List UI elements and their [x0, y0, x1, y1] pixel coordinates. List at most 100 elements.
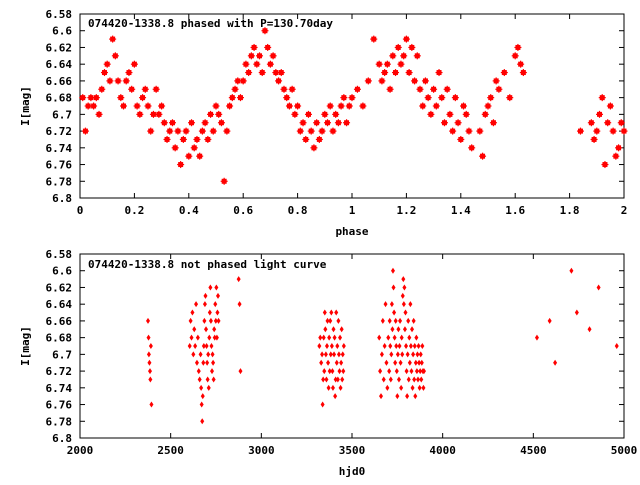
data-point — [404, 343, 409, 349]
data-point — [313, 119, 321, 127]
data-point — [401, 276, 406, 283]
data-point — [341, 368, 346, 375]
phased-plot-y-tick-label: 6.8 — [52, 192, 72, 205]
unphased-plot-ylabel: I[mag] — [19, 326, 32, 366]
data-point — [328, 317, 333, 324]
data-point — [211, 376, 216, 383]
data-point — [391, 284, 396, 291]
data-point — [359, 102, 367, 110]
phased-plot-y-tick-label: 6.7 — [52, 108, 72, 121]
data-point — [109, 35, 117, 43]
data-point — [310, 144, 318, 152]
data-point — [190, 309, 195, 316]
data-point — [438, 94, 446, 102]
data-point — [383, 60, 391, 68]
data-point — [283, 94, 291, 102]
data-point — [302, 135, 310, 143]
unphased-plot-x-tick-label: 5000 — [611, 444, 638, 457]
data-point — [220, 177, 228, 185]
unphased-plot-y-ticks: 6.58 6.6 6.62 6.64 6.66 6.68 6.7 6.72 6.74 6.76 6.… — [46, 248, 624, 445]
data-point — [215, 292, 220, 299]
data-point — [231, 85, 239, 93]
data-point — [393, 359, 398, 366]
data-point — [152, 85, 160, 93]
data-point — [339, 326, 344, 333]
unphased-plot-x-tick-label: 3500 — [339, 444, 366, 457]
data-point — [414, 334, 419, 341]
unphased-plot-xlabel: hjd0 — [339, 465, 366, 478]
data-point — [188, 317, 193, 324]
data-point — [171, 144, 179, 152]
data-point — [421, 384, 426, 391]
unphased-plot-y-tick-label: 6.64 — [46, 298, 73, 311]
data-point — [337, 102, 345, 110]
data-point — [381, 376, 386, 383]
unphased-plot-y-tick-label: 6.62 — [46, 281, 73, 294]
data-point — [331, 326, 336, 333]
data-point — [146, 334, 151, 341]
data-point — [408, 301, 413, 308]
phased-plot-y-tick-label: 6.64 — [46, 58, 73, 71]
unphased-plot-title: 074420-1338.8 not phased light curve — [88, 258, 327, 271]
data-point — [419, 359, 424, 366]
data-point — [457, 135, 465, 143]
data-point — [411, 317, 416, 324]
data-point — [196, 152, 204, 160]
data-point — [399, 384, 404, 391]
data-point — [304, 110, 312, 118]
unphased-plot-y-tick-label: 6.76 — [46, 399, 73, 412]
data-point — [326, 359, 331, 366]
data-point — [387, 368, 392, 375]
data-point — [189, 334, 194, 341]
data-point — [412, 343, 417, 349]
phased-plot-y-ticks: 6.58 6.6 6.62 6.64 6.66 6.68 6.7 6.72 6.74 6.76 6.… — [46, 8, 624, 205]
data-point — [334, 119, 342, 127]
data-point — [336, 351, 341, 358]
data-point — [95, 110, 103, 118]
data-point — [111, 52, 119, 60]
data-point — [386, 85, 394, 93]
data-point — [332, 110, 340, 118]
data-point — [330, 384, 335, 391]
data-point — [79, 94, 87, 102]
data-point — [612, 152, 620, 160]
data-point — [389, 301, 394, 308]
data-point — [201, 119, 209, 127]
data-point — [81, 127, 89, 135]
data-point — [158, 102, 166, 110]
data-point — [443, 85, 451, 93]
data-point — [392, 309, 397, 316]
data-point — [321, 110, 329, 118]
unphased-plot-y-tick-label: 6.6 — [52, 265, 72, 278]
data-point — [451, 94, 459, 102]
data-point — [147, 368, 152, 375]
data-point — [103, 60, 111, 68]
data-point — [405, 351, 410, 358]
data-point — [326, 384, 331, 391]
data-point — [206, 351, 211, 358]
data-point — [206, 384, 211, 391]
data-point — [315, 135, 323, 143]
data-point — [275, 77, 283, 85]
data-point — [307, 127, 315, 135]
unphased-plot-x-tick-label: 2500 — [157, 444, 184, 457]
data-point — [174, 127, 182, 135]
phased-plot-x-tick-label: 0 — [77, 204, 84, 217]
data-point — [421, 368, 426, 375]
data-point — [415, 351, 420, 358]
data-point — [202, 301, 207, 308]
data-point — [416, 343, 421, 349]
data-point — [128, 85, 136, 93]
data-point — [454, 119, 462, 127]
data-point — [364, 77, 372, 85]
data-point — [506, 94, 514, 102]
data-point — [601, 161, 609, 169]
data-point — [238, 368, 243, 375]
data-point — [198, 127, 206, 135]
data-point — [413, 393, 418, 400]
data-point — [182, 127, 190, 135]
data-point — [90, 102, 98, 110]
data-point — [596, 110, 604, 118]
data-point — [435, 69, 443, 77]
